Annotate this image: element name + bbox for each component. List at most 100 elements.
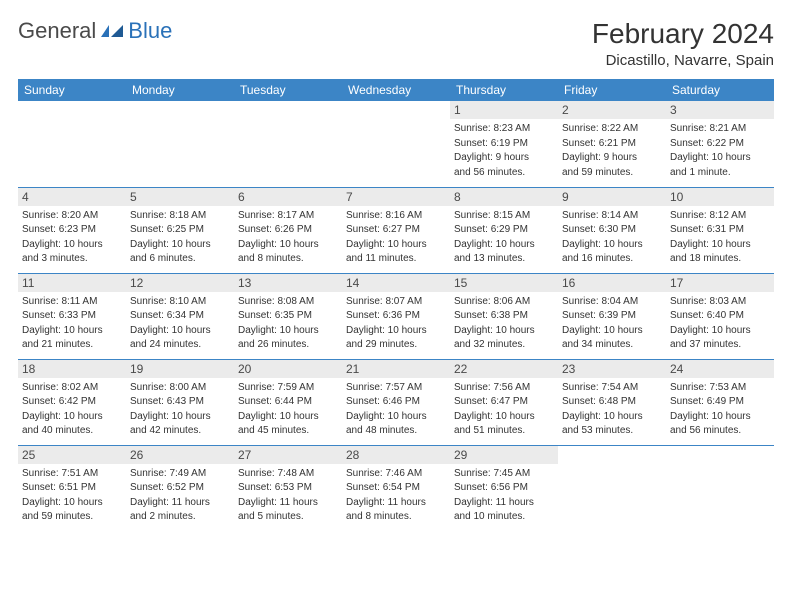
detail-line: Sunset: 6:44 PM xyxy=(238,395,338,409)
detail-line: Sunrise: 7:49 AM xyxy=(130,467,230,481)
detail-line: Sunset: 6:43 PM xyxy=(130,395,230,409)
calendar-cell xyxy=(18,101,126,187)
day-details: Sunrise: 8:00 AMSunset: 6:43 PMDaylight:… xyxy=(130,381,230,438)
day-number: 29 xyxy=(450,446,558,464)
detail-line: Daylight: 10 hours xyxy=(22,496,122,510)
detail-line: Sunset: 6:25 PM xyxy=(130,223,230,237)
detail-line: Sunset: 6:46 PM xyxy=(346,395,446,409)
day-number: 11 xyxy=(18,274,126,292)
detail-line: Daylight: 11 hours xyxy=(454,496,554,510)
calendar-cell: 28Sunrise: 7:46 AMSunset: 6:54 PMDayligh… xyxy=(342,445,450,531)
detail-line: Sunset: 6:53 PM xyxy=(238,481,338,495)
weekday-header: Friday xyxy=(558,79,666,101)
detail-line: and 8 minutes. xyxy=(346,510,446,524)
calendar-cell: 29 Sunrise: 7:45 AMSunset: 6:56 PMDayligh… xyxy=(450,445,558,531)
calendar-head: SundayMondayTuesdayWednesdayThursdayFrid… xyxy=(18,79,774,101)
detail-line: and 1 minute. xyxy=(670,166,770,180)
detail-line: Daylight: 10 hours xyxy=(346,238,446,252)
detail-line: Sunrise: 8:22 AM xyxy=(562,122,662,136)
calendar-cell: 10Sunrise: 8:12 AMSunset: 6:31 PMDayligh… xyxy=(666,187,774,273)
day-details: Sunrise: 8:02 AMSunset: 6:42 PMDaylight:… xyxy=(22,381,122,438)
detail-line: and 26 minutes. xyxy=(238,338,338,352)
detail-line: Sunset: 6:19 PM xyxy=(454,137,554,151)
calendar-cell xyxy=(558,445,666,531)
detail-line: Sunset: 6:39 PM xyxy=(562,309,662,323)
detail-line: Sunset: 6:23 PM xyxy=(22,223,122,237)
detail-line: Daylight: 10 hours xyxy=(670,324,770,338)
title-block: February 2024 Dicastillo, Navarre, Spain xyxy=(592,18,774,69)
calendar-cell: 11 Sunrise: 8:11 AMSunset: 6:33 PMDayligh… xyxy=(18,273,126,359)
detail-line: Sunset: 6:30 PM xyxy=(562,223,662,237)
calendar-cell: 1Sunrise: 8:23 AMSunset: 6:19 PMDaylight… xyxy=(450,101,558,187)
day-number: 24 xyxy=(666,360,774,378)
detail-line: Sunrise: 8:16 AM xyxy=(346,209,446,223)
detail-line: Sunrise: 8:14 AM xyxy=(562,209,662,223)
day-number: 17 xyxy=(666,274,774,292)
detail-line: and 40 minutes. xyxy=(22,424,122,438)
day-details: Sunrise: 7:54 AMSunset: 6:48 PMDaylight:… xyxy=(562,381,662,438)
day-details: Sunrise: 8:11 AMSunset: 6:33 PMDaylight:… xyxy=(22,295,122,352)
day-details: Sunrise: 8:10 AMSunset: 6:34 PMDaylight:… xyxy=(130,295,230,352)
logo-word1: General xyxy=(18,18,96,44)
day-details: Sunrise: 8:06 AMSunset: 6:38 PMDaylight:… xyxy=(454,295,554,352)
location-text: Dicastillo, Navarre, Spain xyxy=(592,52,774,69)
day-details: Sunrise: 7:45 AMSunset: 6:56 PMDaylight:… xyxy=(454,467,554,524)
day-details: Sunrise: 8:16 AMSunset: 6:27 PMDaylight:… xyxy=(346,209,446,266)
calendar-cell: 19Sunrise: 8:00 AMSunset: 6:43 PMDayligh… xyxy=(126,359,234,445)
detail-line: Daylight: 10 hours xyxy=(670,151,770,165)
day-details: Sunrise: 8:17 AMSunset: 6:26 PMDaylight:… xyxy=(238,209,338,266)
detail-line: Daylight: 10 hours xyxy=(130,324,230,338)
month-title: February 2024 xyxy=(592,18,774,50)
detail-line: Sunrise: 7:51 AM xyxy=(22,467,122,481)
calendar-week-row: 11Sunrise: 8:11 AMSunset: 6:33 PMDayligh… xyxy=(18,273,774,359)
day-details: Sunrise: 7:48 AMSunset: 6:53 PMDaylight:… xyxy=(238,467,338,524)
detail-line: Sunrise: 7:54 AM xyxy=(562,381,662,395)
day-number: 22 xyxy=(450,360,558,378)
day-details: Sunrise: 8:21 AMSunset: 6:22 PMDaylight:… xyxy=(670,122,770,179)
day-number: 23 xyxy=(558,360,666,378)
detail-line: and 32 minutes. xyxy=(454,338,554,352)
calendar-week-row: 4Sunrise: 8:20 AMSunset: 6:23 PMDaylight… xyxy=(18,187,774,273)
detail-line: Sunset: 6:56 PM xyxy=(454,481,554,495)
detail-line: Sunset: 6:52 PM xyxy=(130,481,230,495)
detail-line: and 2 minutes. xyxy=(130,510,230,524)
detail-line: Sunrise: 7:48 AM xyxy=(238,467,338,481)
day-details: Sunrise: 8:23 AMSunset: 6:19 PMDaylight:… xyxy=(454,122,554,179)
day-number: 9 xyxy=(558,188,666,206)
calendar-cell: 13Sunrise: 8:08 AMSunset: 6:35 PMDayligh… xyxy=(234,273,342,359)
detail-line: Sunset: 6:47 PM xyxy=(454,395,554,409)
weekday-row: SundayMondayTuesdayWednesdayThursdayFrid… xyxy=(18,79,774,101)
day-number: 14 xyxy=(342,274,450,292)
detail-line: Sunrise: 8:23 AM xyxy=(454,122,554,136)
detail-line: and 16 minutes. xyxy=(562,252,662,266)
detail-line: Sunrise: 7:45 AM xyxy=(454,467,554,481)
detail-line: Daylight: 10 hours xyxy=(346,410,446,424)
calendar-cell: 5Sunrise: 8:18 AMSunset: 6:25 PMDaylight… xyxy=(126,187,234,273)
day-number: 18 xyxy=(18,360,126,378)
detail-line: Sunrise: 8:15 AM xyxy=(454,209,554,223)
detail-line: and 21 minutes. xyxy=(22,338,122,352)
detail-line: Daylight: 10 hours xyxy=(22,410,122,424)
day-number: 26 xyxy=(126,446,234,464)
calendar-cell xyxy=(342,101,450,187)
detail-line: Sunrise: 8:18 AM xyxy=(130,209,230,223)
detail-line: Daylight: 10 hours xyxy=(238,324,338,338)
day-number: 3 xyxy=(666,101,774,119)
detail-line: Sunset: 6:36 PM xyxy=(346,309,446,323)
calendar-cell: 24Sunrise: 7:53 AMSunset: 6:49 PMDayligh… xyxy=(666,359,774,445)
detail-line: Sunrise: 8:02 AM xyxy=(22,381,122,395)
detail-line: Sunrise: 8:04 AM xyxy=(562,295,662,309)
detail-line: Sunset: 6:42 PM xyxy=(22,395,122,409)
weekday-header: Saturday xyxy=(666,79,774,101)
detail-line: Sunset: 6:33 PM xyxy=(22,309,122,323)
detail-line: Sunrise: 8:11 AM xyxy=(22,295,122,309)
day-number: 27 xyxy=(234,446,342,464)
detail-line: Daylight: 10 hours xyxy=(22,324,122,338)
calendar-cell: 17Sunrise: 8:03 AMSunset: 6:40 PMDayligh… xyxy=(666,273,774,359)
day-details: Sunrise: 8:22 AMSunset: 6:21 PMDaylight:… xyxy=(562,122,662,179)
detail-line: and 8 minutes. xyxy=(238,252,338,266)
day-number: 15 xyxy=(450,274,558,292)
detail-line: and 10 minutes. xyxy=(454,510,554,524)
detail-line: Daylight: 10 hours xyxy=(130,238,230,252)
calendar-cell: 14Sunrise: 8:07 AMSunset: 6:36 PMDayligh… xyxy=(342,273,450,359)
